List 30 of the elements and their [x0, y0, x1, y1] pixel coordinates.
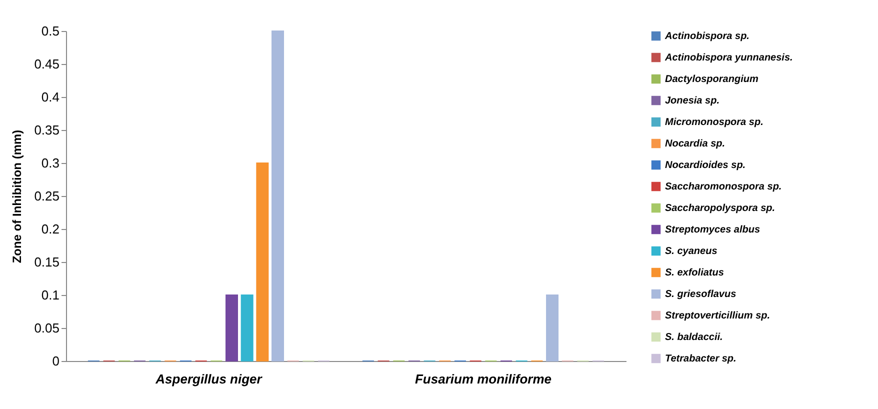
- legend-label: Nocardioides sp.: [665, 160, 746, 171]
- legend-label: S. griesoflavus: [665, 289, 737, 300]
- y-tick-label: 0.35: [34, 122, 60, 138]
- legend-label: Actinobispora sp.: [664, 31, 750, 42]
- legend-label: Nocardia sp.: [665, 138, 726, 150]
- legend-label: Streptomyces albus: [665, 224, 760, 236]
- y-tick-label: 0.05: [34, 320, 60, 336]
- x-tick-label: Aspergillus niger: [154, 372, 263, 386]
- legend-label: Tetrabacter sp.: [665, 354, 736, 364]
- legend-label: Actinobispora yunnanesis.: [664, 52, 793, 64]
- y-tick-label: 0.45: [34, 56, 60, 72]
- y-tick-label: 0.25: [34, 188, 60, 204]
- legend-label: Saccharomonospora sp.: [665, 182, 782, 192]
- y-tick-label: 0.15: [34, 254, 60, 270]
- y-tick-label: 0.3: [41, 156, 60, 170]
- x-tick-label: Fusarium moniliforme: [414, 372, 552, 386]
- y-tick-label: 0.5: [41, 24, 60, 38]
- legend-label: Dactylosporangium: [665, 74, 758, 85]
- legend-label: S. cyaneus: [665, 246, 718, 257]
- legend-label: S. baldaccii.: [665, 332, 723, 343]
- y-tick-label: 0.4: [41, 90, 60, 104]
- y-tick-label: 0: [52, 354, 60, 368]
- legend-label: Saccharopolyspora sp.: [665, 203, 776, 214]
- legend-label: Micromonospora sp.: [665, 117, 764, 128]
- legend-label: Streptoverticillium sp.: [665, 310, 770, 322]
- y-tick-label: 0.2: [41, 222, 60, 236]
- y-axis-title: Zone of Inhibition (mm): [10, 130, 24, 264]
- legend-label: Jonesia sp.: [665, 96, 720, 106]
- y-tick-label: 0.1: [41, 288, 60, 302]
- legend-label: S. exfoliatus: [665, 268, 724, 278]
